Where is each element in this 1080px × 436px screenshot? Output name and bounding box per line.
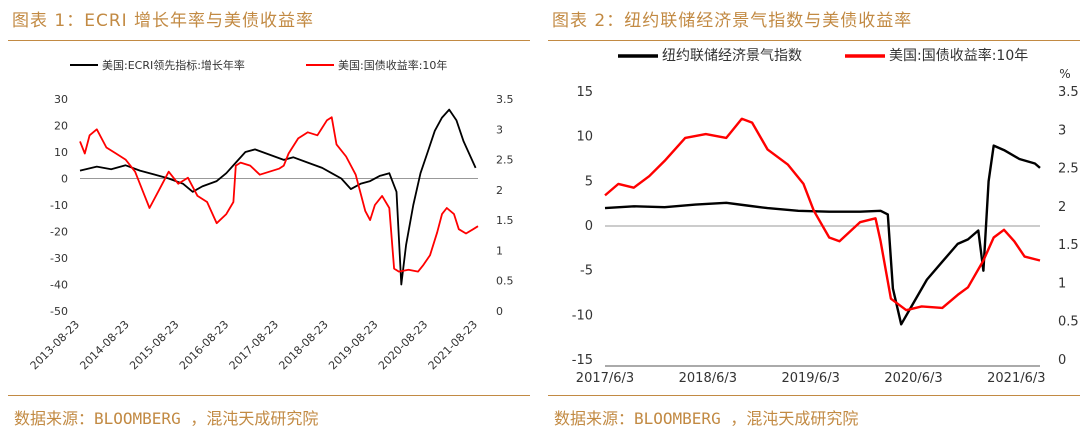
x-axis-tick-label: 2014-08-23 [77, 318, 131, 372]
x-axis-tick-label: 2016-08-23 [177, 318, 231, 372]
figure-2-source: 数据来源：BLOOMBERG ，混沌天成研究院 [554, 409, 859, 428]
x-axis-tick-label: 2020/6/3 [884, 371, 942, 386]
legend-label: 美国:国债收益率:10年 [889, 47, 1028, 64]
left-axis-tick-label: 10 [576, 130, 593, 145]
left-axis-tick-label: -15 [572, 353, 593, 368]
series-line-right-axis [604, 117, 1041, 312]
left-axis-tick-label: 15 [576, 85, 593, 100]
left-axis-tick-label: -20 [50, 226, 68, 239]
left-axis-tick-label: 20 [54, 120, 68, 133]
legend-label: 美国:ECRI领先指标:增长年率 [102, 58, 245, 72]
x-axis-tick-label: 2017/6/3 [576, 371, 634, 386]
right-axis-tick-label: 1.5 [1058, 238, 1079, 253]
right-axis-tick-label: 3.5 [1058, 85, 1079, 100]
x-axis-tick-label: 2019/6/3 [781, 371, 839, 386]
left-axis-tick-label: 5 [585, 174, 593, 189]
right-axis-tick-label: 0 [496, 305, 503, 318]
right-axis-tick-label: 2 [496, 184, 503, 197]
x-axis-tick-label: 2021/6/3 [987, 371, 1045, 386]
x-axis-tick-label: 2021-08-23 [426, 318, 480, 372]
left-axis-tick-label: -10 [50, 199, 68, 212]
x-axis-tick-label: 2018/6/3 [679, 371, 737, 386]
x-axis-tick-label: 2019-08-23 [326, 318, 380, 372]
right-axis-tick-label: 3.5 [496, 93, 514, 106]
left-axis-tick-label: -10 [572, 308, 593, 323]
figure-1-title-rule [8, 40, 530, 41]
right-axis-tick-label: 2.5 [496, 154, 514, 167]
right-axis-tick-label: 3 [1058, 123, 1066, 138]
x-axis-tick-label: 2013-08-23 [28, 318, 82, 372]
left-axis-tick-label: -40 [50, 279, 68, 292]
right-axis-tick-label: 3 [496, 123, 503, 136]
left-axis-tick-label: -30 [50, 252, 68, 265]
figure-2-title-rule [548, 40, 1080, 41]
figure-1-source: 数据来源：BLOOMBERG ，混沌天成研究院 [14, 409, 319, 428]
figure-1-source-rule [8, 395, 530, 396]
figure-1-panel: 图表 1：ECRI 增长年率与美债收益率 30 20 10 0 -10 -20 -30 -40… [0, 0, 530, 436]
legend-label: 美国:国债收益率:10年 [338, 58, 447, 72]
right-axis-unit: % [1059, 67, 1070, 81]
chart-2: 15 10 5 0 -5 -10 -15 3.5 3 2.5 2 1.5 1 0.5 0% 2017/6/3 2… [572, 47, 1079, 386]
right-axis-tick-label: 0.5 [496, 275, 514, 288]
x-axis-tick-label: 2020-08-23 [376, 318, 430, 372]
series-line-left-axis [79, 108, 477, 286]
series-line-left-axis [604, 144, 1041, 326]
x-axis-tick-label: 2017-08-23 [227, 318, 281, 372]
right-axis-tick-label: 2 [1058, 200, 1066, 215]
right-axis-tick-label: 0 [1058, 353, 1066, 368]
series-line-right-axis [79, 116, 479, 273]
chart-1: 30 20 10 0 -10 -20 -30 -40 -50 3.5 3 2.5 2 1.5 1 0.5 0 20… [28, 58, 514, 372]
legend-label: 纽约联储经济景气指数 [662, 48, 802, 64]
x-axis-tick-label: 2018-08-23 [276, 318, 330, 372]
right-axis-tick-label: 1 [496, 244, 503, 257]
right-axis-tick-label: 1 [1058, 276, 1066, 291]
left-axis-tick-label: -50 [50, 305, 68, 318]
x-axis-tick-label: 2015-08-23 [127, 318, 181, 372]
right-axis-tick-label: 1.5 [496, 214, 514, 227]
left-axis-tick-label: 30 [54, 93, 68, 106]
figure-2-source-rule [548, 395, 1080, 396]
right-axis-tick-label: 0.5 [1058, 315, 1079, 330]
right-axis-tick-label: 2.5 [1058, 162, 1079, 177]
figure-2-title: 图表 2：纽约联储经济景气指数与美债收益率 [552, 11, 913, 31]
left-axis-tick-label: -5 [580, 264, 593, 279]
left-axis-tick-label: 0 [61, 173, 68, 186]
left-axis-tick-label: 0 [585, 219, 593, 234]
figure-1-title: 图表 1：ECRI 增长年率与美债收益率 [12, 11, 315, 31]
figure-2-panel: 图表 2：纽约联储经济景气指数与美债收益率 15 10 5 0 -5 -10 -15 3.5 3… [540, 0, 1080, 436]
left-axis-tick-label: 10 [54, 146, 68, 159]
